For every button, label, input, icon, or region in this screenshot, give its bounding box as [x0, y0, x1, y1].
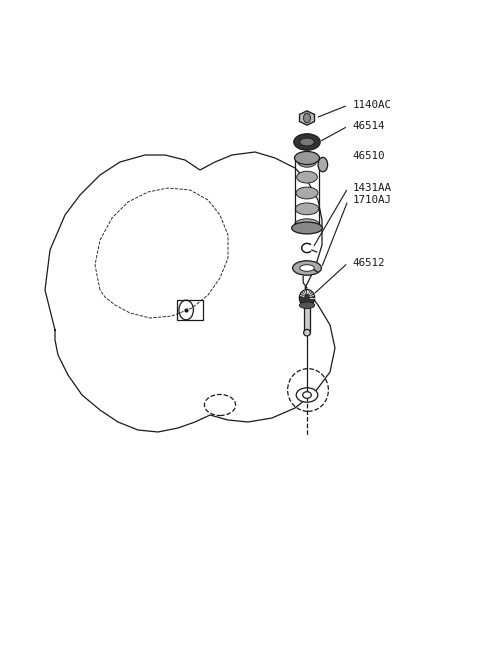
Bar	[177, 300, 203, 320]
Ellipse shape	[318, 157, 328, 171]
Ellipse shape	[300, 265, 314, 271]
Text: 1710AJ: 1710AJ	[353, 195, 392, 206]
Text: 1140AC: 1140AC	[353, 100, 392, 110]
Polygon shape	[300, 111, 314, 125]
Ellipse shape	[293, 261, 322, 275]
Ellipse shape	[300, 138, 314, 146]
Ellipse shape	[304, 329, 311, 336]
Ellipse shape	[298, 155, 317, 167]
Ellipse shape	[295, 151, 320, 164]
Ellipse shape	[303, 392, 312, 398]
Ellipse shape	[300, 302, 315, 309]
Ellipse shape	[297, 171, 317, 183]
Text: 1431AA: 1431AA	[353, 183, 392, 193]
Ellipse shape	[295, 219, 320, 231]
Text: 46514: 46514	[353, 121, 385, 131]
Ellipse shape	[296, 388, 318, 402]
Ellipse shape	[292, 222, 323, 234]
Text: 46512: 46512	[353, 258, 385, 268]
Ellipse shape	[294, 134, 320, 150]
Bar	[304, 305, 311, 332]
Text: 46510: 46510	[353, 151, 385, 162]
Ellipse shape	[295, 203, 319, 215]
Ellipse shape	[296, 187, 318, 199]
Ellipse shape	[300, 290, 315, 307]
Circle shape	[303, 113, 311, 123]
